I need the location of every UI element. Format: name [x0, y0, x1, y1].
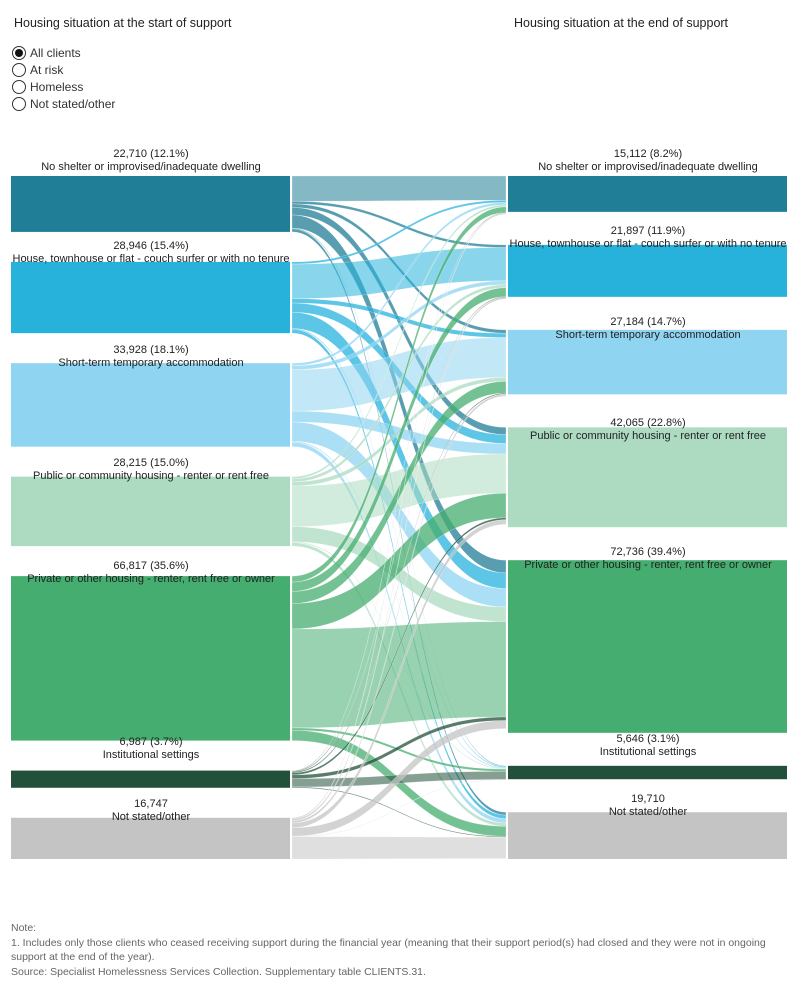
note-heading: Note:	[11, 921, 791, 936]
end-category: Public or community housing - renter or …	[507, 430, 789, 443]
end-category: House, townhouse or flat - couch surfer …	[507, 238, 789, 251]
start-category: Short-term temporary accommodation	[10, 357, 292, 370]
start-label-short-term: 33,928 (18.1%) Short-term temporary accom…	[10, 344, 292, 370]
start-value: 28,215 (15.0%)	[10, 457, 292, 470]
start-value: 28,946 (15.4%)	[10, 240, 292, 253]
end-label-private: 72,736 (39.4%) Private or other housing -…	[507, 546, 789, 572]
end-category: Short-term temporary accommodation	[507, 329, 789, 342]
end-node-institutional[interactable]	[508, 766, 787, 779]
start-value: 22,710 (12.1%)	[10, 148, 292, 161]
start-category: Not stated/other	[10, 811, 292, 824]
end-value: 27,184 (14.7%)	[507, 316, 789, 329]
end-value: 5,646 (3.1%)	[507, 733, 789, 746]
start-value: 66,817 (35.6%)	[10, 560, 292, 573]
start-node-institutional[interactable]	[11, 771, 290, 788]
start-category: House, townhouse or flat - couch surfer …	[10, 253, 292, 266]
start-category: Private or other housing - renter, rent …	[10, 573, 292, 586]
end-label-couch-surfer: 21,897 (11.9%) House, townhouse or flat -…	[507, 225, 789, 251]
end-node-not-stated[interactable]	[508, 812, 787, 859]
start-label-not-stated: 16,747 Not stated/other	[10, 798, 292, 824]
start-category: Institutional settings	[10, 749, 292, 762]
footnotes: Note: 1. Includes only those clients who…	[11, 921, 791, 979]
end-label-no-shelter: 15,112 (8.2%) No shelter or improvised/in…	[507, 148, 789, 174]
end-value: 19,710	[507, 793, 789, 806]
note-1: 1. Includes only those clients who cease…	[11, 936, 791, 965]
end-node-couch-surfer[interactable]	[508, 245, 787, 297]
end-value: 72,736 (39.4%)	[507, 546, 789, 559]
end-label-institutional: 5,646 (3.1%) Institutional settings	[507, 733, 789, 759]
end-category: Institutional settings	[507, 746, 789, 759]
end-value: 15,112 (8.2%)	[507, 148, 789, 161]
start-label-public: 28,215 (15.0%) Public or community housin…	[10, 457, 292, 483]
start-label-institutional: 6,987 (3.7%) Institutional settings	[10, 736, 292, 762]
start-label-couch-surfer: 28,946 (15.4%) House, townhouse or flat -…	[10, 240, 292, 266]
flow-couch-surfer-to-couch-surfer	[292, 248, 506, 299]
start-value: 16,747	[10, 798, 292, 811]
start-node-couch-surfer[interactable]	[11, 262, 290, 333]
start-node-short-term[interactable]	[11, 363, 290, 447]
start-label-no-shelter: 22,710 (12.1%) No shelter or improvised/i…	[10, 148, 292, 174]
end-category: No shelter or improvised/inadequate dwel…	[507, 161, 789, 174]
source-note: Source: Specialist Homelessness Services…	[11, 965, 791, 980]
start-node-public[interactable]	[11, 477, 290, 546]
end-label-short-term: 27,184 (14.7%) Short-term temporary accom…	[507, 316, 789, 342]
start-category: Public or community housing - renter or …	[10, 470, 292, 483]
end-category: Not stated/other	[507, 806, 789, 819]
end-category: Private or other housing - renter, rent …	[507, 559, 789, 572]
flow-no-shelter-to-no-shelter	[292, 176, 506, 201]
end-label-not-stated: 19,710 Not stated/other	[507, 793, 789, 819]
start-value: 33,928 (18.1%)	[10, 344, 292, 357]
end-value: 21,897 (11.9%)	[507, 225, 789, 238]
sankey-chart	[0, 0, 800, 900]
end-node-no-shelter[interactable]	[508, 176, 787, 212]
start-value: 6,987 (3.7%)	[10, 736, 292, 749]
end-node-private[interactable]	[508, 560, 787, 733]
start-label-private: 66,817 (35.6%) Private or other housing -…	[10, 560, 292, 586]
start-category: No shelter or improvised/inadequate dwel…	[10, 161, 292, 174]
end-label-public: 42,065 (22.8%) Public or community housin…	[507, 417, 789, 443]
flow-not-stated-to-not-stated	[292, 837, 506, 859]
start-node-private[interactable]	[11, 576, 290, 740]
start-node-no-shelter[interactable]	[11, 176, 290, 232]
end-value: 42,065 (22.8%)	[507, 417, 789, 430]
